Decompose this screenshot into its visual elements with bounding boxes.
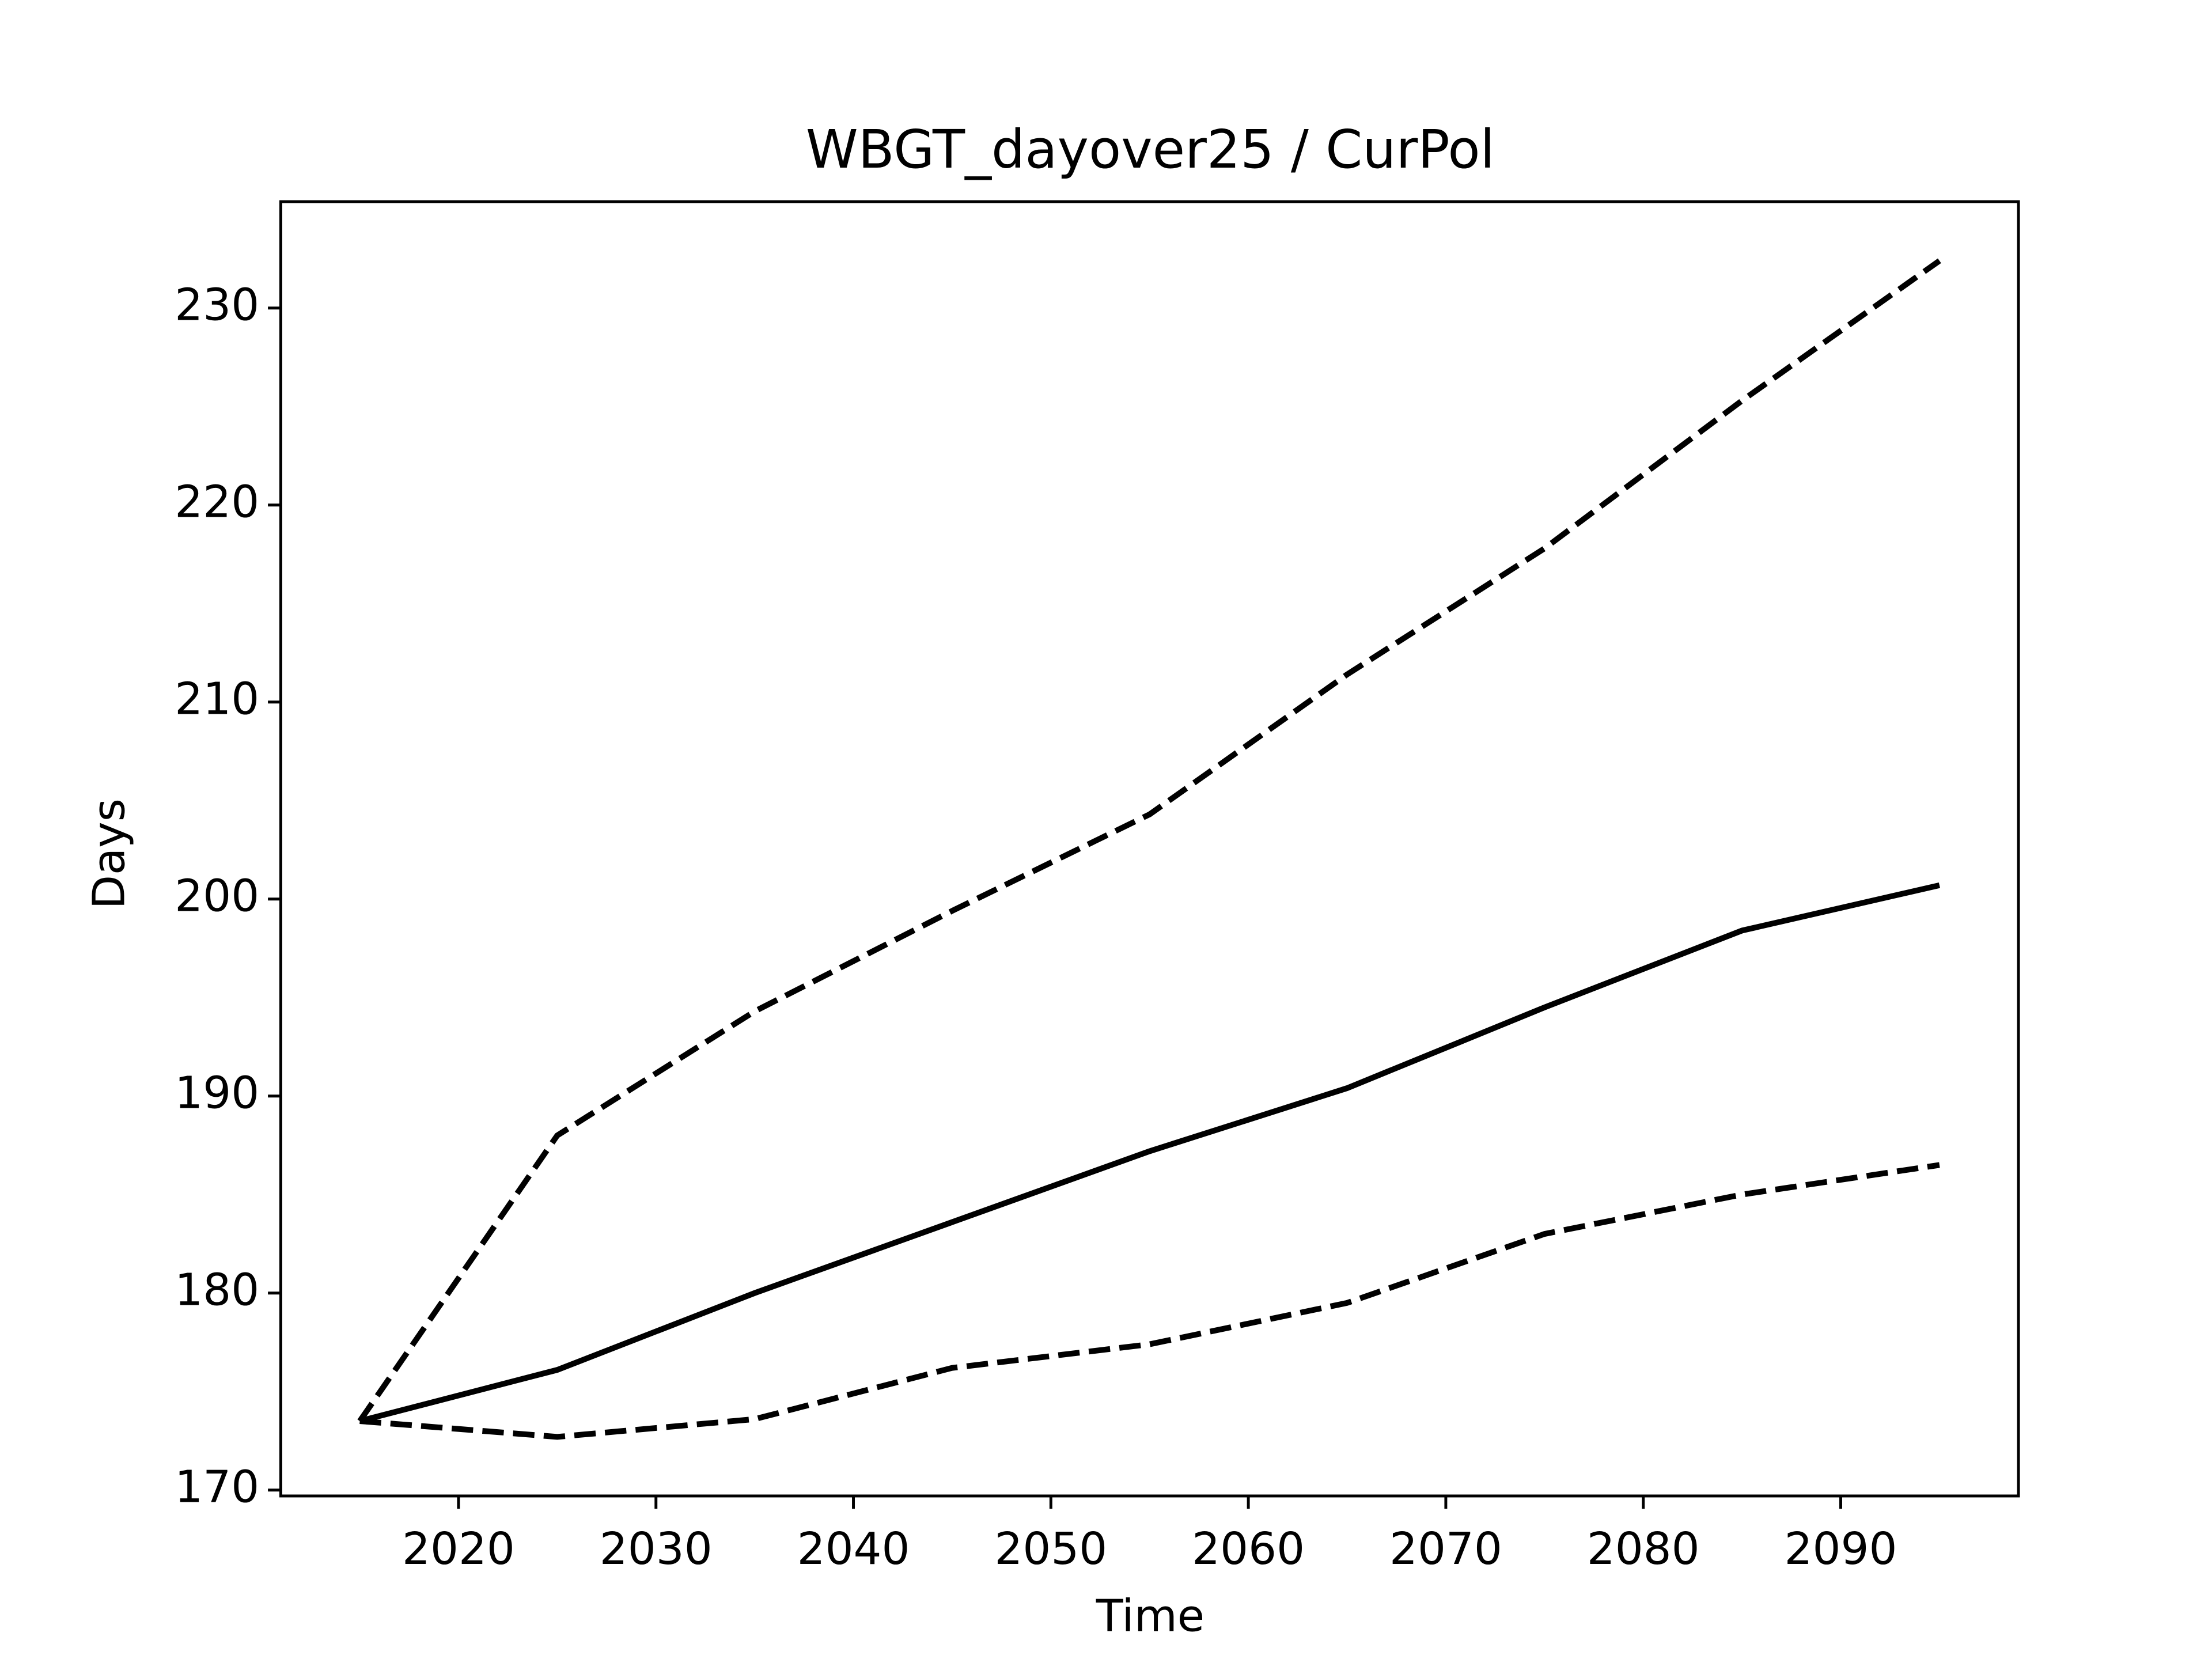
- line-series: [359, 1162, 1940, 1440]
- x-tick-label: 2060: [1192, 1524, 1305, 1575]
- chart-title: WBGT_dayover25 / CurPol: [806, 119, 1495, 180]
- x-tick-label: 2020: [402, 1524, 515, 1575]
- x-tick-label: 2040: [797, 1524, 910, 1575]
- y-tick-label: 210: [175, 674, 259, 725]
- x-tick-label: 2030: [600, 1524, 713, 1575]
- y-tick-label: 200: [175, 871, 259, 922]
- x-tick-label: 2070: [1389, 1524, 1502, 1575]
- x-tick-label: 2080: [1587, 1524, 1700, 1575]
- plot-frame: [279, 200, 2020, 1498]
- x-tick-label: 2050: [994, 1524, 1107, 1575]
- y-tick-label: 230: [175, 280, 259, 331]
- y-tick-label: 220: [175, 477, 259, 528]
- line-series: [359, 882, 1940, 1424]
- x-axis-label: Time: [1096, 1590, 1205, 1642]
- y-tick-label: 190: [175, 1068, 259, 1119]
- y-tick-label: 180: [175, 1265, 259, 1316]
- y-tick-label: 170: [175, 1462, 259, 1513]
- x-tick-label: 2090: [1785, 1524, 1897, 1575]
- line-series: [357, 258, 1941, 1423]
- y-axis-label: Days: [84, 798, 135, 909]
